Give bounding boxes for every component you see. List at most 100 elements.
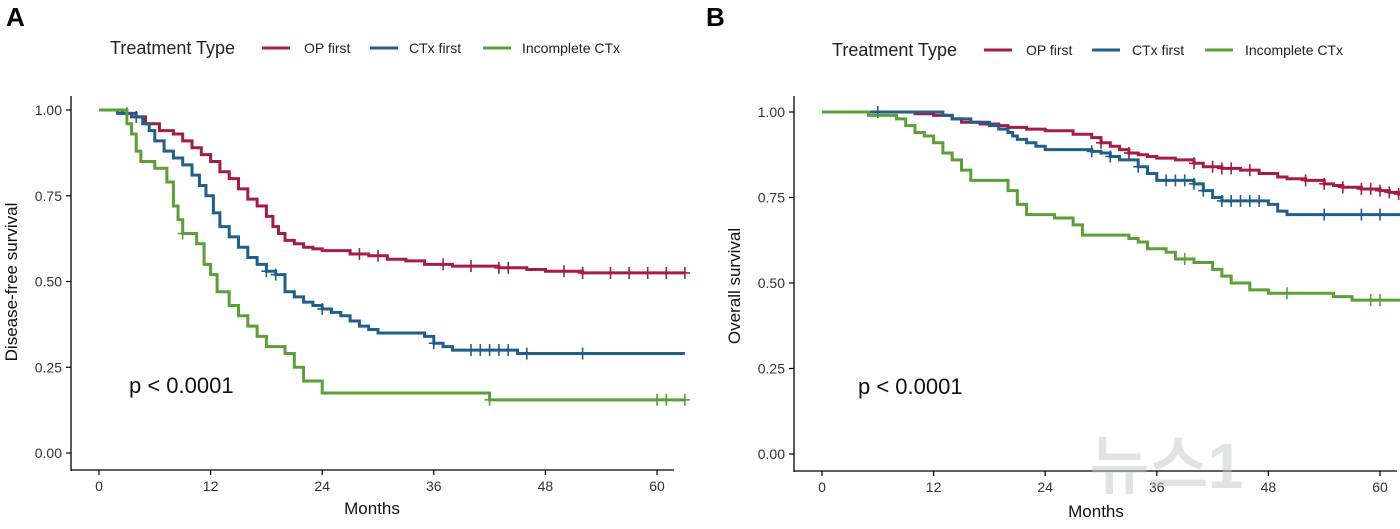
censor-mark-ctx-first [1235, 194, 1246, 207]
censor-mark-ctx-first [428, 337, 439, 350]
censor-mark-ctx-first [1226, 194, 1237, 207]
legend-label-incomplete-ctx: Incomplete CTx [1245, 42, 1343, 58]
legend-label-op-first: OP first [1026, 42, 1073, 58]
y-tick-label: 0.00 [758, 446, 785, 462]
censor-mark-incomplete-ctx [652, 393, 662, 406]
censor-mark-incomplete-ctx [661, 393, 672, 406]
x-tick-label: 60 [1372, 479, 1388, 495]
censor-mark-op-first [438, 258, 449, 271]
censor-mark-ctx-first [577, 347, 588, 360]
p-value-annotation-b: p < 0.0001 [858, 374, 963, 399]
censor-mark-op-first [1300, 174, 1311, 187]
x-tick-label: 0 [818, 479, 826, 495]
x-ticks-a: 0 12 24 36 48 60 [95, 470, 665, 494]
x-tick-label: 24 [1037, 479, 1053, 495]
y-axis-title-b: Overall survival [725, 228, 744, 344]
censor-mark-ctx-first [1244, 194, 1255, 207]
survival-curve-ctx-first [99, 108, 685, 356]
legend-label-ctx-first: CTx first [1132, 42, 1184, 58]
censor-mark-ctx-first [503, 344, 514, 357]
survival-curve-incomplete-ctx [822, 110, 1400, 302]
censor-mark-op-first [559, 265, 569, 278]
y-tick-label: 0.75 [35, 188, 62, 204]
censor-mark-ctx-first [1319, 208, 1330, 221]
x-axis-title-b: Months [1068, 502, 1124, 521]
x-tick-label: 36 [1149, 479, 1165, 495]
censor-mark-ctx-first [1198, 184, 1209, 197]
x-tick-label: 12 [926, 479, 942, 495]
x-tick-label: 36 [426, 478, 442, 494]
censor-mark-ctx-first [1375, 208, 1385, 221]
censor-mark-op-first [661, 266, 672, 279]
y-tick-label: 0.25 [35, 359, 62, 375]
y-ticks-a: 0.00 0.25 0.50 0.75 1.00 [35, 102, 71, 461]
y-tick-label: 0.50 [35, 274, 62, 290]
censor-mark-op-first [1216, 162, 1227, 175]
censor-mark-ctx-first [1086, 145, 1097, 158]
censor-mark-ctx-first [484, 344, 495, 357]
censor-mark-ctx-first [270, 268, 281, 281]
x-ticks-b: 0 12 24 36 48 60 [818, 471, 1388, 495]
censor-mark-incomplete-ctx [484, 393, 495, 406]
censor-mark-ctx-first [1179, 174, 1190, 187]
legend-b: Treatment Type OP first CTx first Incomp… [832, 40, 1343, 60]
censor-mark-op-first [1189, 157, 1199, 170]
legend-label-op-first: OP first [304, 40, 351, 56]
legend-title: Treatment Type [110, 38, 235, 58]
censor-mark-op-first [1244, 164, 1255, 177]
legend-label-incomplete-ctx: Incomplete CTx [522, 40, 620, 56]
censor-mark-op-first [624, 266, 635, 279]
censor-mark-ctx-first [261, 265, 272, 278]
censor-mark-op-first [1375, 184, 1385, 197]
censor-mark-ctx-first [493, 344, 504, 357]
censor-mark-op-first [503, 261, 514, 274]
censor-mark-op-first [1123, 147, 1134, 160]
panel-label-b: B [706, 2, 725, 32]
censor-mark-op-first [1096, 136, 1106, 149]
y-tick-label: 0.25 [758, 361, 785, 377]
watermark-text: 뉴스1 [1090, 430, 1243, 502]
censor-mark-ctx-first [1356, 208, 1367, 221]
censor-mark-op-first [605, 266, 616, 279]
censor-mark-ctx-first [1133, 160, 1144, 173]
censor-mark-op-first [1319, 177, 1330, 190]
censor-mark-op-first [493, 261, 504, 274]
panel-label-a: A [6, 2, 25, 32]
y-tick-label: 0.50 [758, 275, 785, 291]
censor-mark-ctx-first [1216, 194, 1227, 207]
news1-watermark-logo: 뉴스1 [1090, 430, 1243, 502]
censor-mark-op-first [1226, 162, 1237, 175]
p-value-annotation-a: p < 0.0001 [129, 373, 234, 398]
x-axis-title-a: Months [344, 499, 400, 518]
x-tick-label: 48 [538, 478, 554, 494]
y-tick-label: 1.00 [35, 102, 62, 118]
x-tick-label: 60 [649, 478, 665, 494]
legend-label-ctx-first: CTx first [409, 40, 461, 56]
censor-mark-ctx-first [1254, 194, 1265, 207]
censor-mark-op-first [1207, 160, 1218, 173]
censor-mark-op-first [577, 266, 588, 279]
censor-mark-incomplete-ctx [177, 227, 188, 240]
censor-mark-ctx-first [475, 344, 486, 357]
survival-curve-ctx-first [822, 110, 1400, 217]
legend-a: Treatment Type OP first CTx first Incomp… [110, 38, 620, 58]
y-axis-title-a: Disease-free survival [2, 203, 21, 362]
censor-mark-ctx-first [1161, 174, 1172, 187]
censor-mark-op-first [466, 260, 476, 273]
y-tick-label: 1.00 [758, 104, 785, 120]
censor-mark-ctx-first [1170, 174, 1181, 187]
y-tick-label: 0.00 [35, 445, 62, 461]
censor-mark-ctx-first [317, 302, 328, 315]
censor-mark-ctx-first [131, 110, 142, 123]
x-tick-label: 0 [95, 478, 103, 494]
censor-mark-incomplete-ctx [679, 393, 690, 406]
y-ticks-b: 0.00 0.25 0.50 0.75 1.00 [758, 104, 794, 462]
survival-curve-incomplete-ctx [99, 108, 685, 402]
x-tick-label: 24 [314, 478, 330, 494]
censor-mark-incomplete-ctx [1179, 253, 1190, 266]
x-tick-label: 48 [1261, 479, 1277, 495]
censor-mark-incomplete-ctx [1365, 294, 1376, 307]
panel-b: B Treatment Type OP first CTx first Inco… [706, 2, 1400, 521]
censor-mark-incomplete-ctx [1375, 294, 1385, 307]
